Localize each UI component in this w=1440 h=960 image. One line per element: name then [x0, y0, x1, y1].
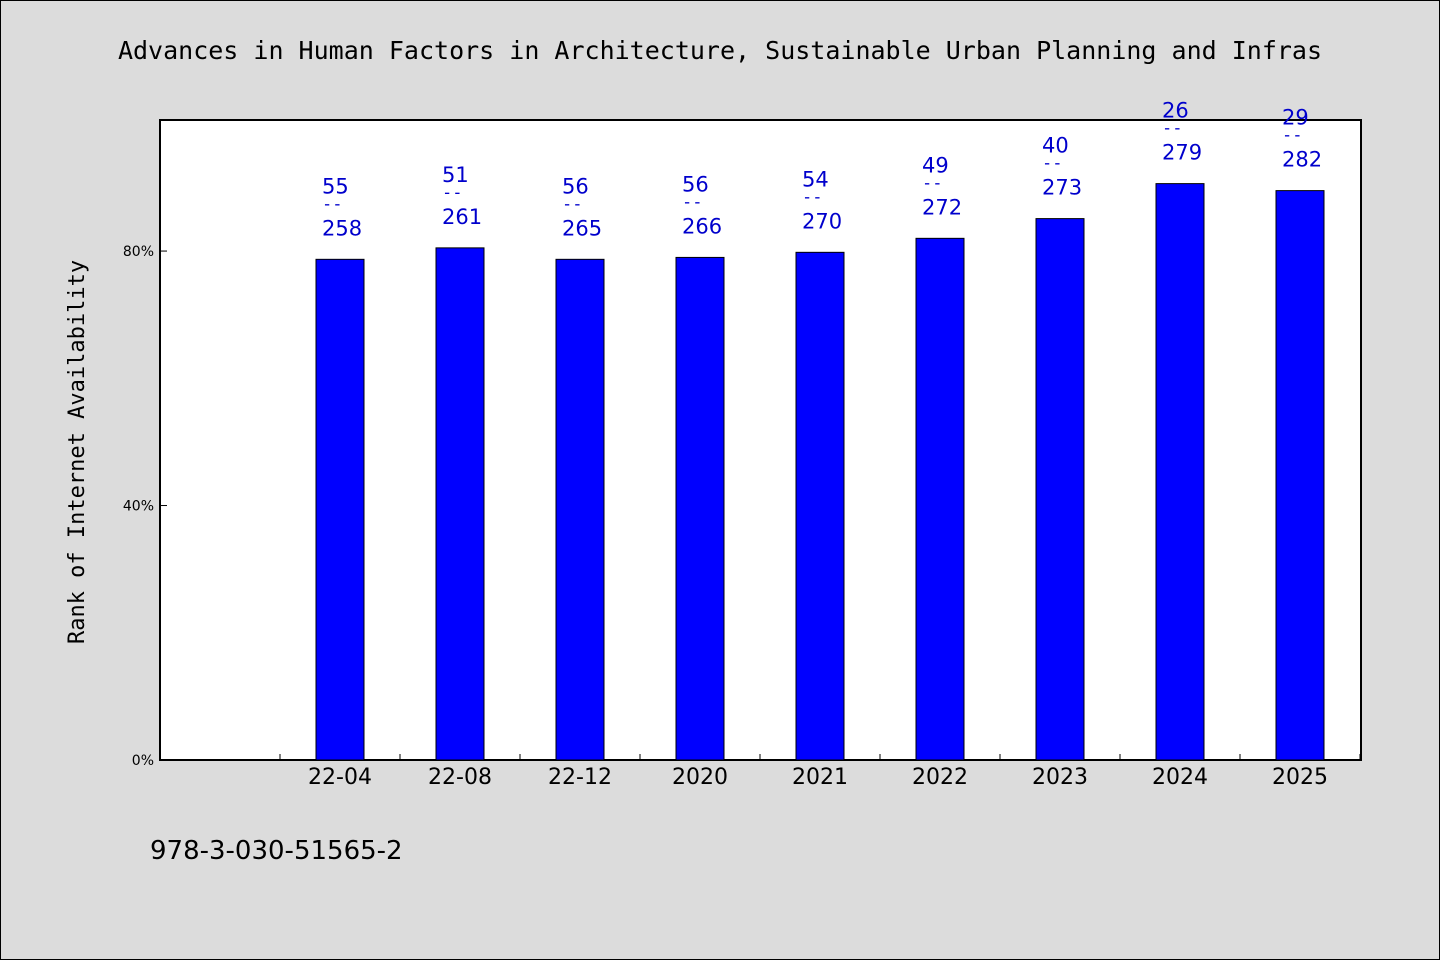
data-label-bottom-2024: 279: [1162, 141, 1202, 165]
data-label-bottom-2025: 282: [1282, 148, 1322, 172]
data-label-separator: --: [922, 173, 942, 193]
data-label-separator: --: [322, 194, 342, 214]
chart-title: Advances in Human Factors in Architectur…: [117, 36, 1323, 65]
data-label-top-22-12: 56: [562, 174, 589, 198]
x-tick-label-22-12: 22-12: [548, 765, 612, 790]
bar-2021: [795, 251, 845, 761]
x-tick-label-2025: 2025: [1272, 765, 1328, 790]
data-label-top-2024: 26: [1162, 99, 1189, 123]
y-tick-label-0%: 0%: [132, 753, 154, 769]
y-tick-label-80%: 80%: [123, 244, 154, 260]
y-axis-label: Rank of Internet Availability: [65, 260, 90, 644]
x-tick-label-22-08: 22-08: [428, 765, 492, 790]
data-label-separator: --: [1162, 119, 1182, 139]
bar-2024: [1155, 183, 1205, 761]
x-tick-label-2021: 2021: [792, 765, 848, 790]
data-label-separator: --: [442, 183, 462, 203]
bar-22-12: [555, 258, 605, 761]
data-label-top-2023: 40: [1042, 134, 1069, 158]
data-label-top-2021: 54: [802, 167, 829, 191]
isbn-label: 978-3-030-51565-2: [150, 836, 403, 866]
data-label-bottom-2023: 273: [1042, 176, 1082, 200]
bar-2020: [675, 256, 725, 761]
data-label-top-22-08: 51: [442, 163, 469, 187]
data-label-top-2025: 29: [1282, 106, 1309, 130]
x-tick-label-22-04: 22-04: [308, 765, 372, 790]
data-label-bottom-22-12: 265: [562, 216, 602, 240]
x-tick-label-2020: 2020: [672, 765, 728, 790]
y-tick-label-40%: 40%: [123, 499, 154, 515]
data-label-top-22-04: 55: [322, 174, 349, 198]
data-label-bottom-2020: 266: [682, 214, 722, 238]
x-tick-label-2022: 2022: [912, 765, 968, 790]
data-label-bottom-22-04: 258: [322, 216, 362, 240]
bar-22-04: [315, 258, 365, 761]
data-label-top-2020: 56: [682, 172, 709, 196]
bar-2025: [1275, 190, 1325, 761]
data-label-separator: --: [562, 194, 582, 214]
data-label-bottom-2021: 270: [802, 209, 842, 233]
data-label-separator: --: [802, 187, 822, 207]
x-tick-label-2023: 2023: [1032, 765, 1088, 790]
data-label-separator: --: [1042, 154, 1062, 174]
x-tick-label-2024: 2024: [1152, 765, 1208, 790]
bar-22-08: [435, 247, 485, 761]
data-label-bottom-22-08: 261: [442, 205, 482, 229]
data-label-top-2022: 49: [922, 153, 949, 177]
bar-2023: [1035, 218, 1085, 761]
data-label-bottom-2022: 272: [922, 195, 962, 219]
bar-2022: [915, 237, 965, 761]
data-label-separator: --: [682, 192, 702, 212]
data-label-separator: --: [1282, 126, 1302, 146]
